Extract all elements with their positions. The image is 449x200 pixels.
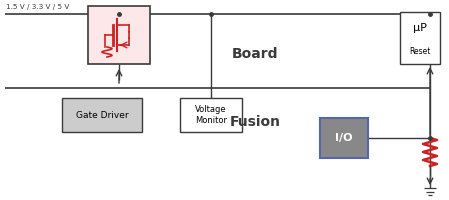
Text: Voltage
Monitor: Voltage Monitor — [195, 105, 227, 125]
Bar — [180, 98, 242, 132]
Text: Board: Board — [232, 47, 278, 61]
Text: Reset: Reset — [409, 47, 431, 56]
Text: I/O: I/O — [335, 133, 353, 143]
Bar — [320, 118, 368, 158]
Text: Fusion: Fusion — [229, 115, 281, 129]
Bar — [62, 98, 142, 132]
Text: 1.5 V / 3.3 V / 5 V: 1.5 V / 3.3 V / 5 V — [6, 4, 70, 10]
Text: Gate Driver: Gate Driver — [76, 110, 128, 119]
Text: μP: μP — [413, 23, 427, 33]
Bar — [400, 12, 440, 64]
Bar — [88, 6, 150, 64]
